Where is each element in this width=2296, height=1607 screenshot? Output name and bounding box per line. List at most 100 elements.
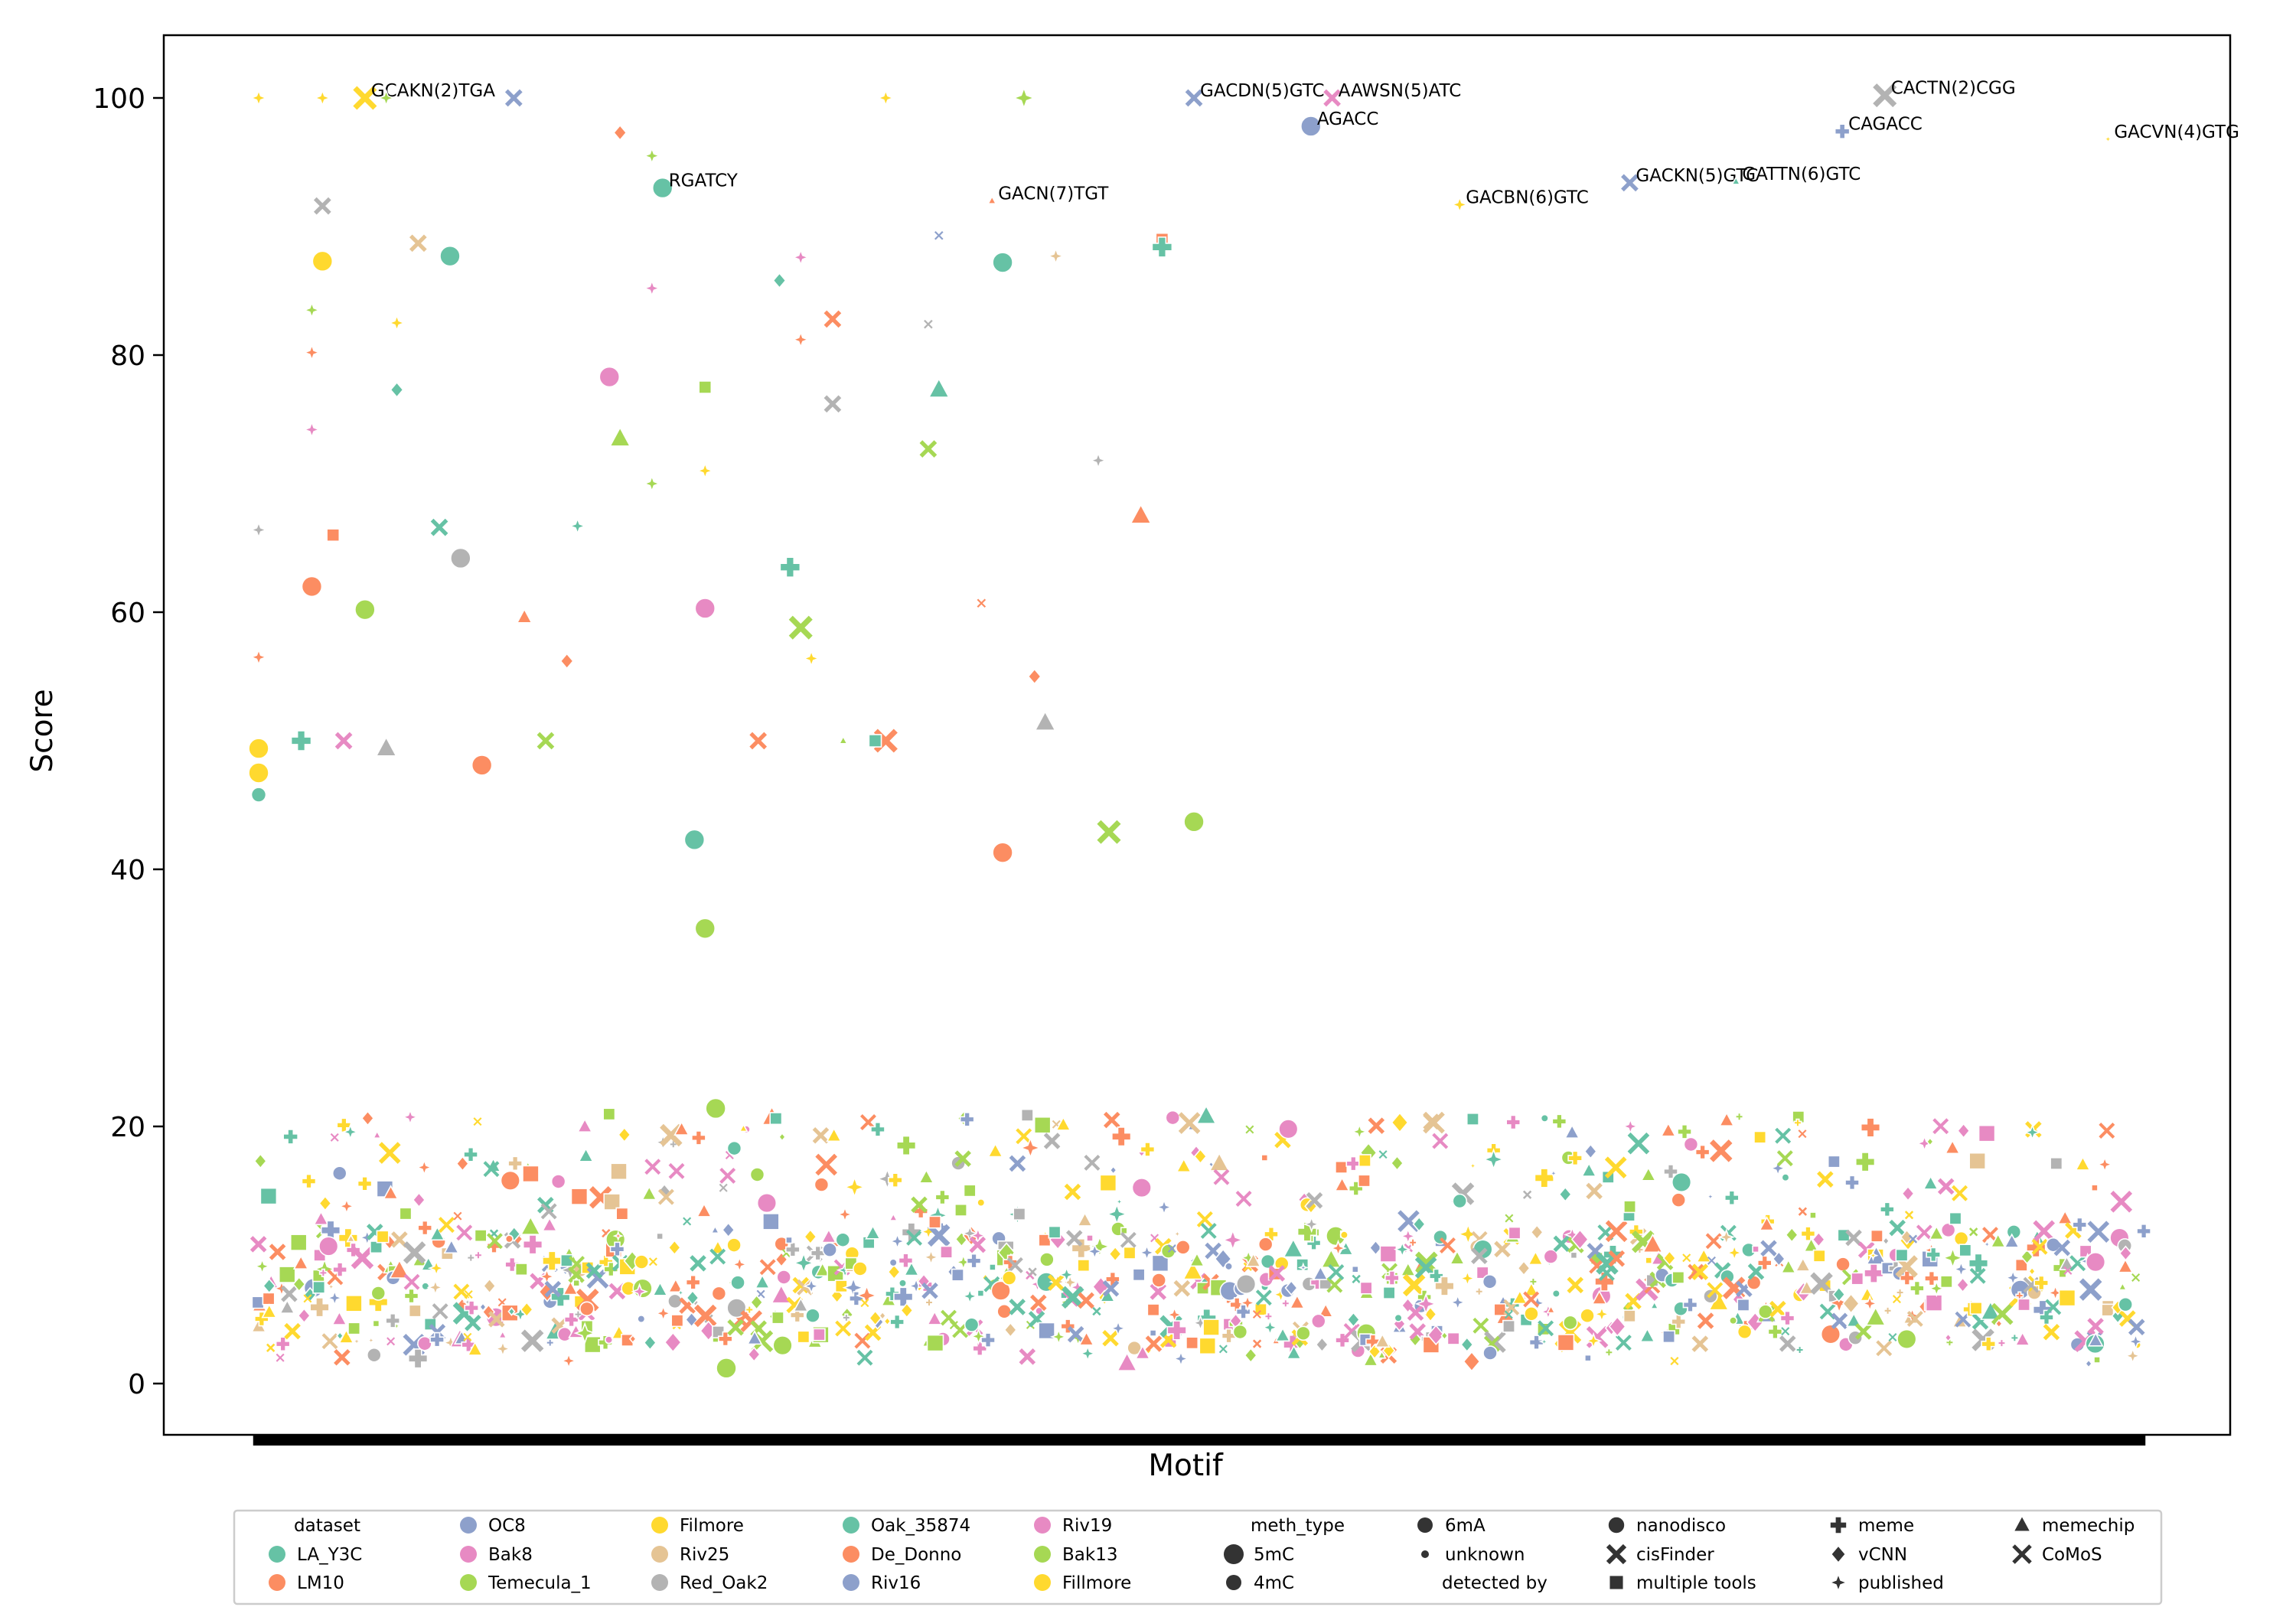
data-point <box>1873 83 1897 108</box>
data-point <box>835 1320 852 1337</box>
motif-annotation: GACVN(4)GTG <box>2114 122 2239 142</box>
data-point <box>670 1314 684 1328</box>
data-point <box>1196 1211 1213 1227</box>
data-point <box>1724 1190 1740 1206</box>
data-point <box>1528 1335 1544 1350</box>
data-point <box>1452 1193 1468 1209</box>
data-point <box>1882 1236 1890 1246</box>
data-point <box>1834 123 1851 139</box>
data-point <box>1328 1263 1345 1280</box>
data-point <box>1185 89 1203 107</box>
data-point <box>409 234 427 253</box>
data-point <box>1078 1292 1094 1309</box>
data-point <box>1591 1289 1608 1305</box>
data-point <box>1379 1245 1397 1263</box>
legend-marker <box>1417 1517 1433 1533</box>
data-point <box>804 1228 817 1245</box>
data-point <box>1812 1249 1826 1263</box>
legend-marker <box>1034 1517 1051 1534</box>
data-point <box>726 1140 742 1156</box>
data-point <box>1562 1315 1578 1331</box>
data-point <box>313 197 331 215</box>
data-point <box>1803 1237 1819 1253</box>
data-point <box>563 1312 579 1328</box>
data-point <box>870 1122 885 1137</box>
legend-marker <box>460 1574 477 1591</box>
data-point <box>1149 1329 1157 1337</box>
data-point <box>1649 1300 1659 1309</box>
data-point <box>562 1280 579 1296</box>
data-point <box>964 1317 980 1333</box>
legend-label: CoMoS <box>2042 1545 2102 1565</box>
data-point <box>2033 1275 2050 1291</box>
data-point <box>372 1319 380 1328</box>
data-point <box>696 461 715 481</box>
data-point <box>694 918 716 940</box>
data-point <box>667 1240 682 1256</box>
data-point <box>407 1348 429 1369</box>
data-point <box>1261 1154 1269 1162</box>
data-point <box>1473 1317 1489 1334</box>
data-point <box>1534 1168 1554 1188</box>
data-point <box>1864 1263 1884 1284</box>
data-point <box>918 1169 934 1184</box>
data-point <box>467 1341 484 1356</box>
data-point <box>1865 1306 1887 1326</box>
data-point <box>1235 1304 1251 1319</box>
data-point <box>1130 504 1152 524</box>
data-point <box>901 1222 921 1243</box>
data-point <box>514 1263 528 1276</box>
data-point <box>559 1351 578 1370</box>
data-point <box>917 1273 931 1289</box>
data-point <box>1183 811 1205 833</box>
data-point <box>1362 1351 1379 1367</box>
data-point <box>924 319 933 329</box>
data-point <box>1208 1152 1230 1172</box>
data-point <box>2084 1359 2093 1368</box>
data-point <box>685 1274 701 1290</box>
data-point <box>1662 1250 1677 1266</box>
data-point <box>749 1167 765 1182</box>
data-point <box>719 1183 728 1192</box>
data-point <box>1795 1257 1812 1272</box>
data-point <box>556 1326 572 1342</box>
data-point <box>2014 1331 2031 1346</box>
data-point <box>1471 1247 1488 1264</box>
data-point <box>1377 1350 1387 1359</box>
data-point <box>1718 1111 1735 1126</box>
data-point <box>1264 1312 1273 1321</box>
data-point <box>312 1280 326 1294</box>
legend-label: 4mC <box>1254 1573 1294 1593</box>
y-tick-label: 100 <box>93 83 145 115</box>
data-point <box>903 1261 920 1276</box>
data-point <box>321 1333 338 1350</box>
data-point <box>1446 1332 1460 1345</box>
data-point <box>603 1261 619 1277</box>
legend-label: Fillmore <box>1062 1573 1131 1593</box>
data-point <box>346 1234 356 1243</box>
data-point <box>928 1215 941 1229</box>
data-point <box>1939 1275 1953 1289</box>
data-point <box>1120 1231 1137 1248</box>
data-point <box>1584 1332 1603 1350</box>
data-point <box>1221 1328 1237 1344</box>
data-point <box>2136 1224 2151 1239</box>
data-point <box>2058 1289 2076 1307</box>
legend-marker <box>1830 1544 1847 1564</box>
data-point <box>1189 1252 1205 1267</box>
data-point <box>1232 1324 1248 1340</box>
data-point <box>248 762 269 784</box>
data-point <box>963 1184 977 1198</box>
data-point <box>1003 1322 1018 1338</box>
data-point <box>1908 1234 1918 1244</box>
data-point <box>2031 1238 2048 1255</box>
data-point <box>1218 1345 1228 1354</box>
data-point <box>789 1307 805 1323</box>
legend-marker <box>843 1546 859 1563</box>
data-point <box>303 1294 312 1303</box>
legend-marker <box>2012 1544 2032 1564</box>
data-point <box>977 1289 985 1297</box>
data-point <box>1926 1136 1934 1146</box>
data-point <box>504 1234 514 1244</box>
data-point <box>977 1198 986 1208</box>
